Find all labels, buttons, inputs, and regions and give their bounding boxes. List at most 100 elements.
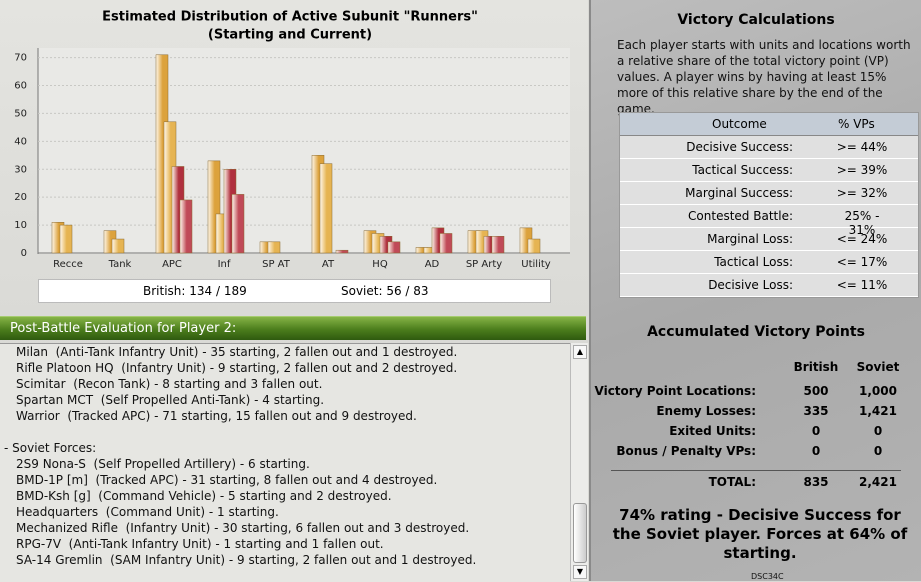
log-line: Warrior (Tracked APC) - 71 starting, 15 … [16, 409, 417, 423]
vp-threshold: <= 11% [836, 278, 888, 292]
column-header: % VPs [838, 117, 875, 131]
british-value: 835 [803, 475, 829, 489]
log-line: 2S9 Nona-S (Self Propelled Artillery) - … [16, 457, 310, 471]
x-tick-label: HQ [372, 259, 388, 270]
log-line: BMD-Ksh [g] (Command Vehicle) - 5 starti… [16, 489, 392, 503]
scroll-up[interactable]: ▲ [573, 345, 587, 359]
y-tick-label: 30 [14, 164, 27, 175]
bar [491, 236, 505, 254]
x-tick-label: Recce [53, 259, 83, 270]
rating: 74% rating - Decisive Success for the So… [612, 506, 908, 562]
outcome: Decisive Loss: [708, 278, 793, 292]
log-line: Spartan MCT (Self Propelled Anti-Tank) -… [16, 393, 325, 407]
british-total: British: 134 / 189 [143, 284, 247, 298]
victory-title: Victory Calculations [677, 12, 835, 28]
soviet-value: 0 [873, 424, 883, 438]
vp-threshold: >= 39% [836, 163, 888, 177]
y-tick-label: 0 [21, 248, 27, 259]
plot-area [38, 48, 570, 254]
x-tick-label: APC [162, 259, 182, 270]
soviet-value: 1,000 [859, 384, 897, 398]
table-row: Tactical Loss: <= 17% [620, 251, 918, 274]
victory-description: Each player starts with units and locati… [617, 38, 911, 116]
x-tick-label: Utility [521, 259, 550, 270]
table-row: Marginal Success: >= 32% [620, 182, 918, 205]
british-value: 335 [803, 404, 829, 418]
log-line: BMD-1P [m] (Tracked APC) - 31 starting, … [16, 473, 438, 487]
x-tick-label: Inf [218, 259, 231, 270]
chart-title: Estimated Distribution of Active Subunit… [102, 10, 478, 25]
vp-threshold: <= 24% [836, 232, 888, 246]
bar [387, 241, 401, 254]
outcome: Marginal Loss: [707, 232, 793, 246]
table-row: Contested Battle: 25% - 31% [620, 205, 918, 237]
outcome: Tactical Loss: [714, 255, 793, 269]
vp-threshold: 25% - 31% [844, 209, 880, 237]
bar [111, 238, 125, 254]
y-tick-label: 20 [14, 192, 27, 203]
table-header: Outcome % VPs [620, 113, 918, 136]
row-label: TOTAL: [708, 475, 756, 489]
outcome: Tactical Success: [692, 163, 793, 177]
log-line: Headquarters (Command Unit) - 1 starting… [16, 505, 279, 519]
x-tick-label: AD [425, 259, 440, 270]
soviet-total: Soviet: 56 / 83 [341, 284, 429, 298]
british-value: 0 [811, 444, 821, 458]
bar [267, 241, 281, 254]
y-tick-label: 40 [14, 136, 27, 147]
table-row: Decisive Success: >= 44% [620, 136, 918, 159]
chart-subtitle: (Starting and Current) [208, 28, 372, 43]
y-tick-label: 60 [14, 81, 27, 92]
table-row: Tactical Success: >= 39% [620, 159, 918, 182]
scroll-thumb[interactable] [573, 503, 587, 563]
left-panel: Estimated Distribution of Active Subunit… [0, 0, 588, 582]
log-line: Mechanized Rifle (Infantry Unit) - 30 st… [16, 521, 470, 535]
row-label: Victory Point Locations: [594, 384, 757, 398]
vp-threshold: <= 17% [836, 255, 888, 269]
totals-box: British: 134 / 189 Soviet: 56 / 83 [38, 279, 551, 303]
bar [59, 224, 73, 254]
log-line: Scimitar (Recon Tank) - 8 starting and 3… [16, 377, 323, 391]
bar [231, 194, 245, 254]
bar [527, 238, 541, 254]
log-list: Milan (Anti-Tank Infantry Unit) - 35 sta… [0, 343, 570, 582]
outcome: Contested Battle: [688, 209, 793, 223]
y-tick-label: 10 [14, 220, 27, 231]
log-line: RPG-7V (Anti-Tank Infantry Unit) - 1 sta… [16, 537, 384, 551]
row-label: Bonus / Penalty VPs: [616, 444, 756, 458]
soviet-value: 1,421 [859, 404, 897, 418]
log-header: Post-Battle Evaluation for Player 2: [0, 316, 586, 340]
x-tick-label: SP AT [262, 259, 291, 270]
total-divider [611, 470, 901, 471]
vp-threshold: >= 44% [836, 140, 888, 154]
chart: Estimated Distribution of Active Subunit… [14, 10, 570, 270]
outcome: Decisive Success: [686, 140, 793, 154]
y-tick-label: 50 [14, 108, 27, 119]
column-header: Soviet [856, 360, 900, 374]
bar [179, 199, 193, 254]
footer-code: DSC34C [751, 572, 784, 581]
column-header: Outcome [712, 117, 767, 131]
log-line: Rifle Platoon HQ (Infantry Unit) - 9 sta… [16, 361, 458, 375]
soviet-value: 0 [873, 444, 883, 458]
outcome: Marginal Success: [685, 186, 793, 200]
x-tick-label: SP Arty [466, 259, 502, 270]
scroll-down[interactable]: ▼ [573, 565, 587, 579]
x-tick-label: Tank [108, 259, 132, 270]
row-label: Exited Units: [669, 424, 756, 438]
british-value: 0 [811, 424, 821, 438]
british-value: 500 [803, 384, 829, 398]
log-line: Milan (Anti-Tank Infantry Unit) - 35 sta… [16, 345, 458, 359]
row-label: Enemy Losses: [656, 404, 756, 418]
table-row: Marginal Loss: <= 24% [620, 228, 918, 251]
log-line: SA-14 Gremlin (SAM Infantry Unit) - 9 st… [16, 553, 477, 567]
bar [319, 163, 333, 254]
vp-threshold: >= 32% [836, 186, 888, 200]
x-tick-label: AT [322, 259, 335, 270]
log-line: - Soviet Forces: [4, 441, 97, 455]
victory-table: Outcome % VPs Decisive Success: >= 44% Tacti… [619, 112, 919, 298]
soviet-value: 2,421 [859, 475, 897, 489]
column-header: British [793, 360, 839, 374]
scrollbar[interactable]: ▲ ▼ [570, 343, 588, 581]
